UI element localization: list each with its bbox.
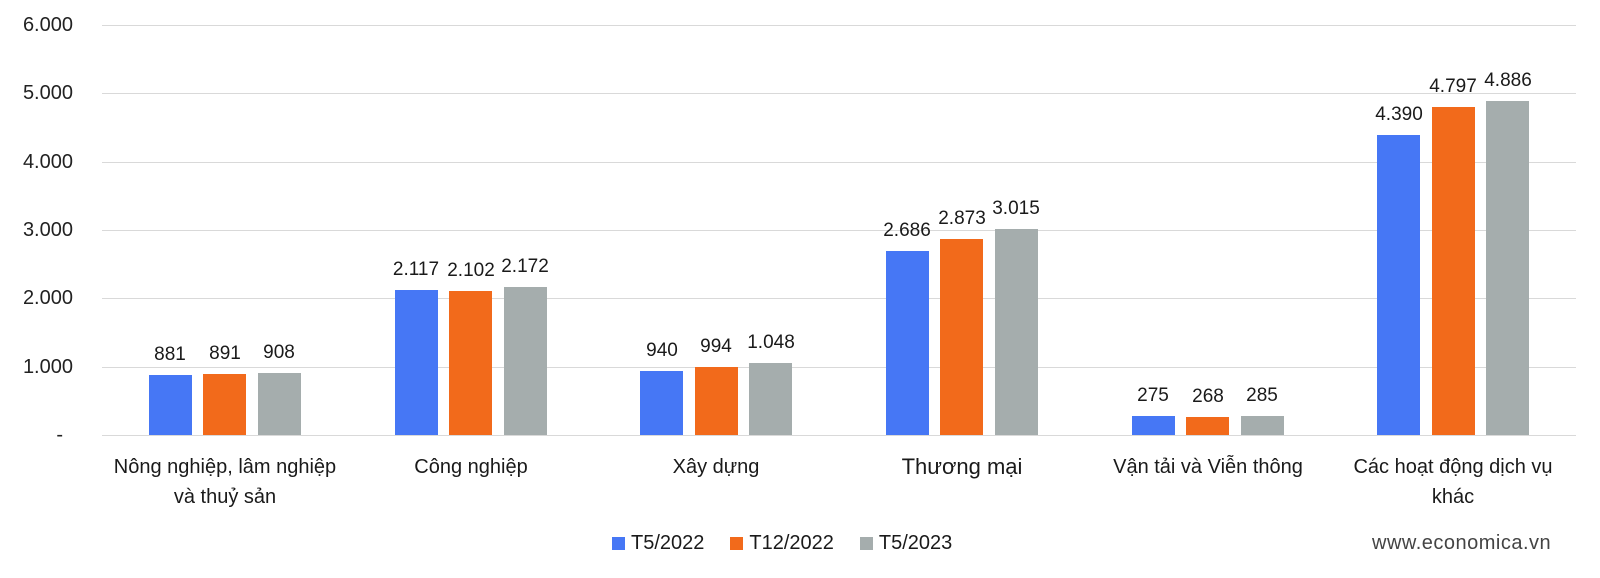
gridline xyxy=(102,298,1576,299)
category-label-line: và thuỷ sản xyxy=(173,486,277,508)
bar-t5-2023 xyxy=(1241,416,1284,435)
bar-t5-2023 xyxy=(995,229,1038,435)
bar-t5-2023 xyxy=(258,373,301,435)
gridline xyxy=(102,93,1576,94)
y-axis-tick-label: 3.000 xyxy=(22,219,73,241)
bar-t12-2022 xyxy=(1432,107,1475,435)
legend-swatch-gray-icon xyxy=(859,536,873,550)
data-label: 891 xyxy=(209,343,241,364)
legend-label: T5/2022 xyxy=(631,532,705,554)
bar-t5-2022 xyxy=(1377,135,1420,435)
category-label-line: khác xyxy=(1431,486,1475,508)
data-label: 2.102 xyxy=(447,260,495,281)
data-label: 1.048 xyxy=(747,332,795,353)
gridline xyxy=(102,25,1576,26)
x-axis-category-label: Vận tải và Viễn thông xyxy=(1085,452,1331,482)
category-label-line: Thương mại xyxy=(901,454,1023,479)
category-label-line: Các hoạt động dịch vụ xyxy=(1353,456,1553,478)
gridline xyxy=(102,367,1576,368)
legend-item-t5-2023: T5/2023 xyxy=(859,531,953,555)
bar-t5-2023 xyxy=(749,363,792,435)
data-label: 268 xyxy=(1192,386,1224,407)
data-label: 2.873 xyxy=(938,208,986,229)
legend-label: T12/2022 xyxy=(749,532,834,554)
bar-t5-2022 xyxy=(1132,416,1175,435)
y-axis-tick-label: 2.000 xyxy=(22,287,73,309)
data-label: 2.686 xyxy=(883,220,931,241)
x-axis-category-label: Thương mại xyxy=(839,452,1085,482)
gridline xyxy=(102,230,1576,231)
bar-t5-2023 xyxy=(1486,101,1529,435)
bar-t12-2022 xyxy=(695,367,738,435)
data-label: 908 xyxy=(263,342,295,363)
data-label: 4.886 xyxy=(1484,70,1532,91)
data-label: 940 xyxy=(646,340,678,361)
bar-t5-2023 xyxy=(504,287,547,435)
bar-t5-2022 xyxy=(395,290,438,435)
bar-t5-2022 xyxy=(640,371,683,435)
data-label: 275 xyxy=(1137,385,1169,406)
legend-label: T5/2023 xyxy=(878,532,953,554)
y-axis-tick-label: 6.000 xyxy=(22,14,73,36)
source-watermark: www.economica.vn xyxy=(1372,532,1552,554)
legend-item-t12-2022: T12/2022 xyxy=(730,531,834,555)
data-label: 881 xyxy=(154,344,186,365)
data-label: 285 xyxy=(1246,385,1278,406)
x-axis-category-label: Xây dựng xyxy=(593,452,839,482)
legend-swatch-orange-icon xyxy=(730,536,744,550)
gridline xyxy=(102,435,1576,436)
bar-t12-2022 xyxy=(940,239,983,435)
chart-legend: T5/2022 T12/2022 T5/2023 xyxy=(0,531,1600,555)
bar-t12-2022 xyxy=(203,374,246,435)
category-label-line: Vận tải và Viễn thông xyxy=(1113,456,1303,478)
data-label: 994 xyxy=(700,336,732,357)
bar-t12-2022 xyxy=(1186,417,1229,435)
data-label: 3.015 xyxy=(992,198,1040,219)
bar-t5-2022 xyxy=(886,251,929,435)
legend-swatch-blue-icon xyxy=(612,536,625,550)
data-label: 2.172 xyxy=(501,256,549,277)
category-label-line: Công nghiệp xyxy=(414,456,528,478)
x-axis-category-label: Nông nghiệp, lâm nghiệp và thuỷ sản xyxy=(102,452,348,512)
bar-t5-2022 xyxy=(149,375,192,435)
y-axis-tick-label: 4.000 xyxy=(22,151,73,173)
data-label: 4.797 xyxy=(1429,76,1477,97)
y-axis-tick-label: 5.000 xyxy=(22,82,73,104)
category-label-line: Nông nghiệp, lâm nghiệp xyxy=(113,456,337,478)
x-axis-category-label: Công nghiệp xyxy=(348,452,594,482)
data-label: 4.390 xyxy=(1375,104,1423,125)
legend-item-t5-2022: T5/2022 xyxy=(612,531,704,555)
data-label: 2.117 xyxy=(392,259,440,280)
y-axis-tick-label: 1.000 xyxy=(22,356,73,378)
gridline xyxy=(102,162,1576,163)
bar-t12-2022 xyxy=(449,291,492,435)
category-label-line: Xây dựng xyxy=(672,456,760,478)
y-axis-tick-label: - xyxy=(56,424,63,446)
x-axis-category-label: Các hoạt động dịch vụ khác xyxy=(1330,452,1576,512)
